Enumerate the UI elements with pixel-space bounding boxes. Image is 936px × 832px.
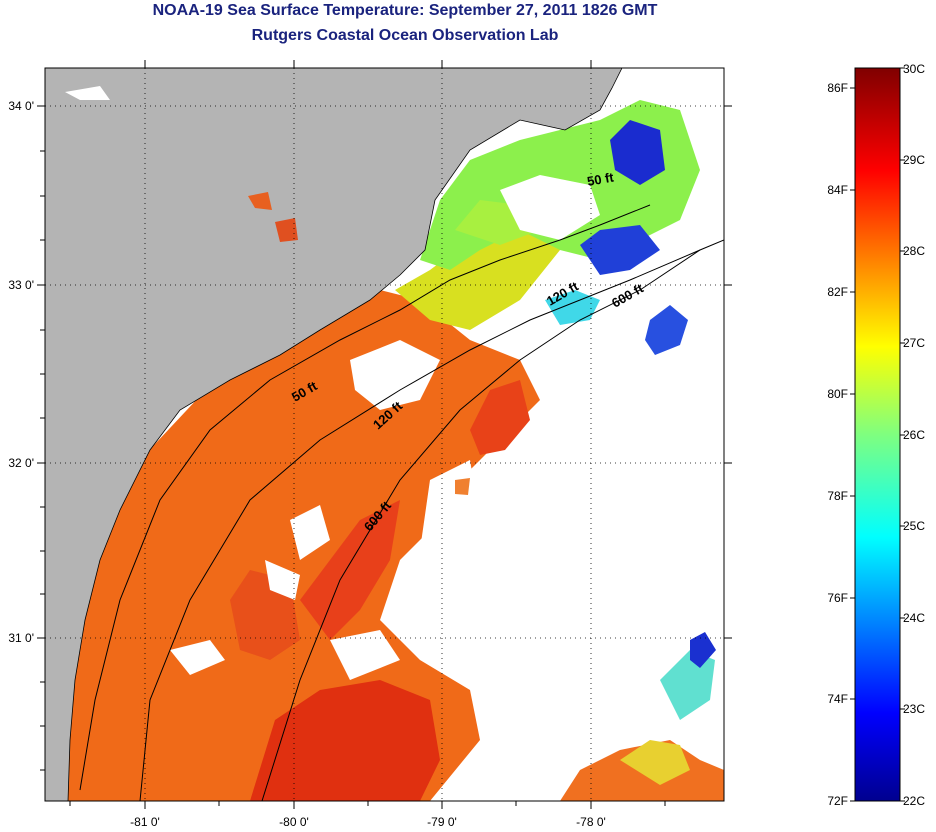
colorbar-c-label: 25C [903,519,925,533]
coastline [67,68,623,801]
map-subtitle: Rutgers Coastal Ocean Observation Lab [251,27,559,44]
colorbar-c-label: 24C [903,611,925,625]
cloud-gap [330,630,400,680]
colorbar-f-label: 76F [827,591,848,605]
contour-50ft [79,204,651,791]
inland-water [248,192,272,210]
colorbar: 86F 84F 82F 80F 78F 76F 74F 72F 30C 29C … [827,62,925,808]
contour-label-50ft-north: 50 ft [586,169,616,189]
sst-red-patch [300,500,400,640]
cloud-gap [350,340,440,410]
colorbar-c-label: 23C [903,702,925,716]
cloud-gap [170,640,225,675]
sst-warm-speck [455,478,470,495]
land-mass [45,68,622,801]
graticule [45,68,724,801]
colorbar-f-label: 82F [827,285,848,299]
lon-label: -78 0' [576,815,606,829]
inland-water [275,218,298,242]
sst-cyan-patch [545,290,600,325]
colorbar-c-label: 22C [903,794,925,808]
cloud-gap [500,175,600,240]
sst-blue-patch [690,632,716,668]
sst-red-patch [250,680,440,801]
lon-label: -81 0' [130,815,160,829]
colorbar-c-label: 27C [903,336,925,350]
lat-label: 32 0' [8,456,34,470]
sst-image [45,68,724,801]
colorbar-gradient [854,67,901,802]
lat-label: 31 0' [8,631,34,645]
sst-blue-patch [580,225,660,275]
colorbar-c-label: 28C [903,244,925,258]
map-frame [44,67,725,802]
colorbar-c-label: 30C [903,62,925,76]
sst-cyan-patch [660,650,715,720]
colorbar-f-label: 72F [827,794,848,808]
cloud-gap [290,505,330,560]
colorbar-ticks [850,67,905,802]
colorbar-f-label: 86F [827,81,848,95]
contour-600ft [261,239,724,801]
cloud-gap [265,560,300,600]
lon-label: -79 0' [427,815,457,829]
colorbar-f-label: 78F [827,489,848,503]
colorbar-f-label: 84F [827,183,848,197]
axis-ticks [37,60,732,809]
colorbar-c-label: 26C [903,428,925,442]
colorbar-f-label: 74F [827,692,848,706]
sst-blue-patch [610,120,665,185]
colorbar-c-label: 29C [903,153,925,167]
lat-label: 34 0' [8,99,34,113]
sst-red-patch [470,380,530,455]
sst-blue-patch [645,305,688,355]
contour-120ft [139,249,701,801]
inland-water [65,86,110,100]
lat-label: 33 0' [8,278,34,292]
lon-label: -80 0' [279,815,309,829]
colorbar-f-label: 80F [827,387,848,401]
map-title: NOAA-19 Sea Surface Temperature: Septemb… [152,2,658,19]
sst-yellow-patch [620,740,690,785]
